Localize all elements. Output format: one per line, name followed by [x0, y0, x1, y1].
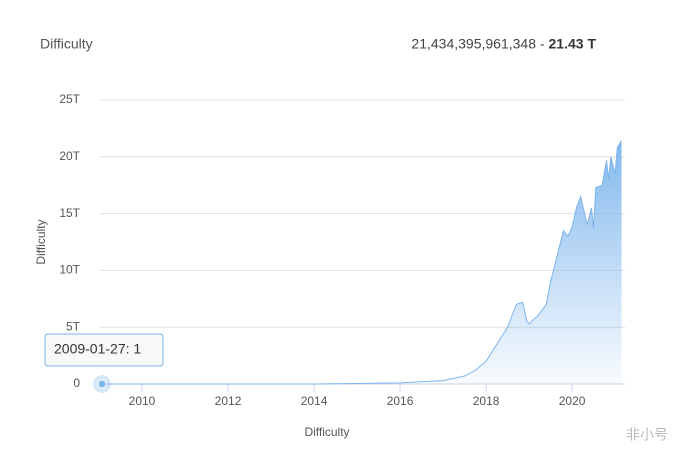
x-tick-label: 2016	[387, 394, 414, 408]
current-value: 21,434,395,961,348	[411, 36, 536, 52]
y-tick-label: 5T	[66, 319, 81, 333]
y-tick-label: 25T	[59, 92, 80, 106]
watermark: 非小号	[626, 427, 668, 443]
x-tick-label: 2020	[559, 394, 586, 408]
x-tick-label: 2010	[129, 394, 156, 408]
y-tick-label: 15T	[59, 206, 80, 220]
y-tick-label: 20T	[59, 149, 80, 163]
separator: -	[536, 36, 548, 52]
x-axis-title: Difficulty	[304, 425, 349, 439]
x-tick-label: 2014	[301, 394, 328, 408]
y-tick-label: 0	[73, 376, 80, 390]
point	[97, 379, 107, 389]
line	[102, 140, 622, 385]
x-tick-label: 2012	[215, 394, 242, 408]
tooltip: 2009-01-27: 1	[54, 341, 141, 357]
chart-title: Difficulty	[40, 36, 93, 52]
y-tick-label: 10T	[59, 263, 80, 277]
current-short: 21.43 T	[549, 36, 597, 52]
y-axis-title: Difficulty	[34, 219, 48, 264]
x-tick-label: 2018	[473, 394, 500, 408]
tooltip-box	[44, 333, 164, 367]
area	[102, 140, 622, 384]
